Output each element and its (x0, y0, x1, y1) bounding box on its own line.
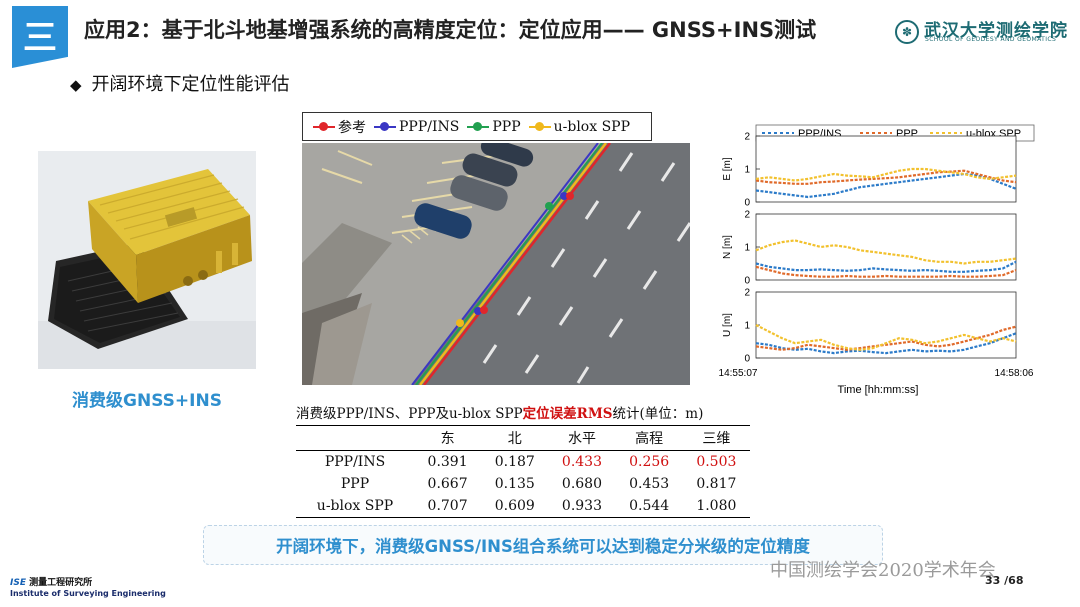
table-cell: 0.453 (616, 473, 683, 495)
table-row: PPP/INS 0.391 0.187 0.433 0.256 0.503 (296, 451, 750, 474)
table-header-cell: 水平 (548, 426, 615, 451)
map-legend: 参考 PPP/INS PPP u-blox SPP (302, 112, 652, 141)
row-label: PPP/INS (296, 451, 414, 474)
table-cell: 0.707 (414, 495, 481, 518)
subtitle-text: 开阔环境下定位性能评估 (92, 74, 290, 95)
org-name-en: Institute of Surveying Engineering (10, 589, 166, 598)
y-tick-label: 2 (744, 132, 750, 143)
table-cell: 0.135 (481, 473, 548, 495)
legend-item-ppp: PPP (467, 119, 520, 135)
rms-error-table: 东 北 水平 高程 三维 PPP/INS 0.391 0.187 0.433 0… (296, 425, 750, 518)
legend-marker-icon (313, 126, 335, 128)
y-tick-label: 0 (744, 354, 750, 365)
org-logo: ISE 测量工程研究所 (10, 575, 92, 588)
device-caption: 消费级GNSS+INS (38, 386, 256, 411)
chart-panel-frame (756, 292, 1016, 358)
y-tick-label: 0 (744, 276, 750, 287)
conference-watermark: 中国测绘学会2020学术年会 (770, 556, 996, 582)
table-row: PPP 0.667 0.135 0.680 0.453 0.817 (296, 473, 750, 495)
table-cell: 0.667 (414, 473, 481, 495)
y-tick-label: 2 (744, 288, 750, 299)
x-tick-label: 14:55:07 (719, 368, 758, 379)
table-header-cell: 北 (481, 426, 548, 451)
org-name-cn: 测量工程研究所 (29, 578, 92, 588)
x-axis-label: Time [hh:mm:ss] (838, 384, 919, 396)
legend-label: u-blox SPP (554, 119, 630, 135)
table-cell-highlight: 0.433 (548, 451, 615, 474)
y-tick-label: 0 (744, 198, 750, 209)
y-tick-label: 1 (744, 165, 750, 176)
table-caption: 消费级PPP/INS、PPP及u-blox SPP定位误差RMS统计(单位：m) (296, 402, 703, 422)
table-cell: 0.933 (548, 495, 615, 518)
university-logo-icon: ✽ (895, 20, 919, 44)
x-tick-label: 14:58:06 (995, 368, 1034, 379)
table-caption-pre: 消费级PPP/INS、PPP及u-blox SPP (296, 406, 523, 422)
table-header-cell: 东 (414, 426, 481, 451)
table-cell: 0.680 (548, 473, 615, 495)
university-logo-subtext: SCHOOL OF GEODESY AND GEOMATICS (925, 36, 1056, 43)
table-cell-highlight: 0.503 (683, 451, 750, 474)
table-cell: 0.817 (683, 473, 750, 495)
legend-item-ppp-ins: PPP/INS (374, 119, 459, 135)
gnss-ins-device-photo (38, 151, 256, 369)
row-label: u-blox SPP (296, 495, 414, 518)
table-header-cell: 三维 (683, 426, 750, 451)
table-cell: 0.391 (414, 451, 481, 474)
slide-title: 应用2：基于北斗地基增强系统的高精度定位：定位应用—— GNSS+INS测试 (84, 14, 816, 44)
table-cell: 1.080 (683, 495, 750, 518)
page-current: 33 (985, 574, 1000, 587)
row-label: PPP (296, 473, 414, 495)
org-logo-abbr: ISE (10, 578, 26, 588)
legend-label: PPP (492, 119, 520, 135)
legend-marker-icon (529, 126, 551, 128)
table-row: u-blox SPP 0.707 0.609 0.933 0.544 1.080 (296, 495, 750, 518)
chart-panels: 0 1 2 E [m] 0 1 2 N [m] 0 1 2 U [m] (722, 132, 1016, 365)
table-header-row: 东 北 水平 高程 三维 (296, 426, 750, 451)
legend-marker-icon (467, 126, 489, 128)
slide-subtitle: ◆ 开阔环境下定位性能评估 (70, 70, 290, 96)
page-total: /68 (1004, 574, 1023, 587)
y-tick-label: 1 (744, 243, 750, 254)
y-axis-label: E [m] (722, 157, 733, 181)
table-header-cell (296, 426, 414, 451)
y-tick-label: 1 (744, 321, 750, 332)
y-axis-label: N [m] (722, 235, 733, 259)
table-header-cell: 高程 (616, 426, 683, 451)
page-number: 33 /68 (985, 574, 1023, 587)
legend-label: PPP/INS (399, 119, 459, 135)
legend-marker-icon (374, 126, 396, 128)
aerial-trajectory-image (302, 143, 690, 385)
table-cell-highlight: 0.256 (616, 451, 683, 474)
y-axis-label: U [m] (722, 313, 733, 337)
legend-label: 参考 (338, 117, 366, 137)
legend-item-reference: 参考 (313, 117, 366, 137)
legend-item-ublox-spp: u-blox SPP (529, 119, 630, 135)
y-tick-label: 2 (744, 210, 750, 221)
table-caption-post: 统计(单位：m) (613, 406, 704, 422)
diamond-bullet-icon: ◆ (70, 76, 82, 94)
table-caption-highlight: 定位误差RMS (523, 406, 613, 422)
chart-panel-frame (756, 136, 1016, 202)
table-cell: 0.544 (616, 495, 683, 518)
table-cell: 0.609 (481, 495, 548, 518)
section-badge: 三 (12, 6, 68, 68)
table-cell: 0.187 (481, 451, 548, 474)
